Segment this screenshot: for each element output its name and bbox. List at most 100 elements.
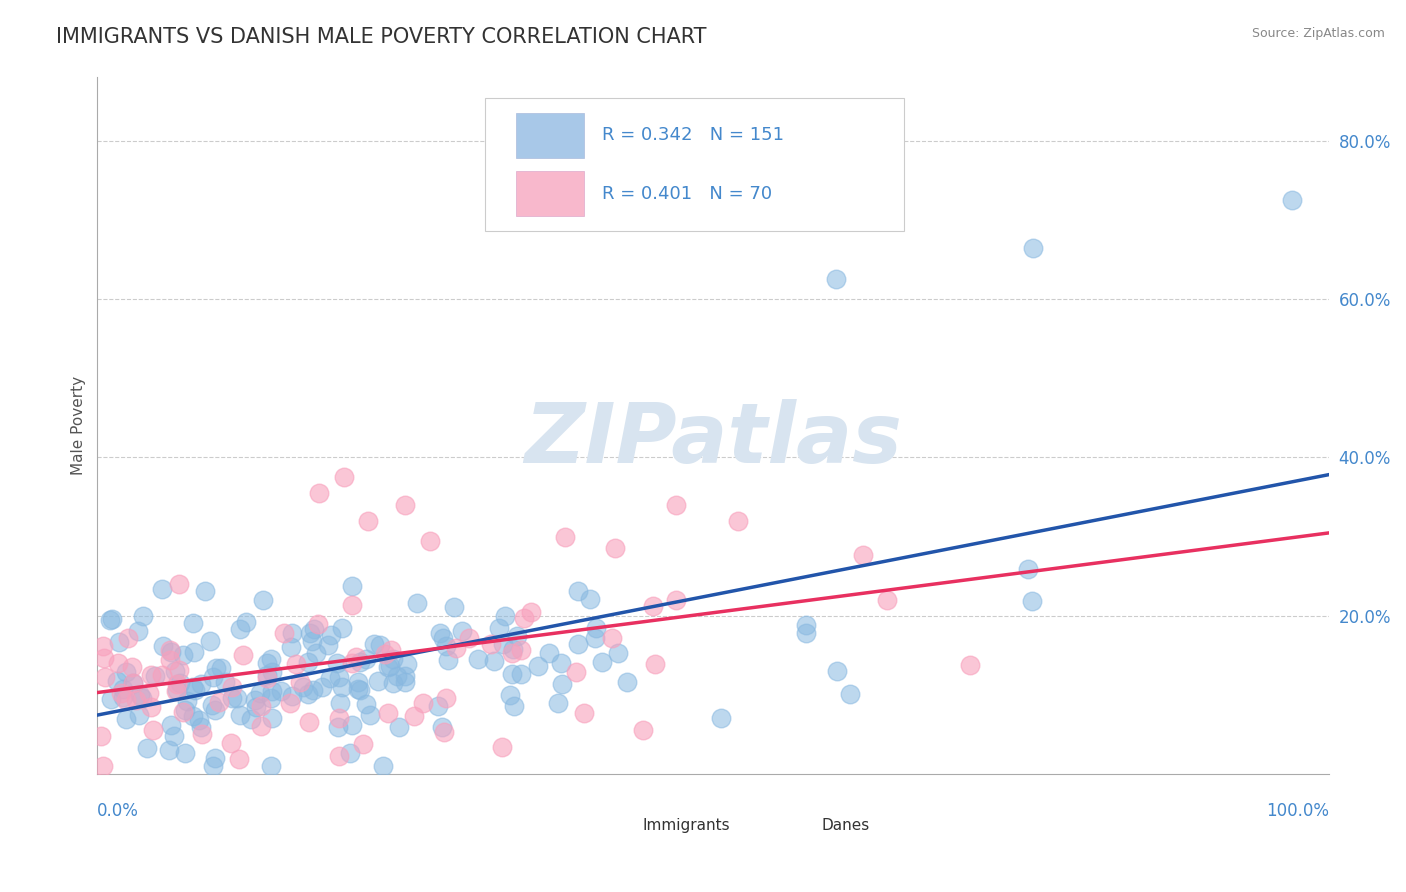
Point (329, 696, 352, 710)
Point (606, 646, 628, 660)
Point (181, 680, 204, 694)
Point (122, 676, 145, 690)
Point (235, 615, 257, 629)
Point (225, 691, 247, 706)
Point (159, 643, 181, 657)
Point (502, 641, 524, 656)
Point (252, 593, 274, 607)
Point (371, 759, 394, 773)
Point (243, 693, 266, 707)
Point (339, 746, 361, 760)
Point (959, 657, 981, 672)
Point (198, 633, 221, 648)
Point (839, 687, 862, 701)
Point (201, 670, 224, 684)
Point (332, 470, 354, 484)
Point (135, 740, 157, 755)
Point (181, 709, 204, 723)
Point (794, 618, 817, 632)
Point (128, 708, 150, 723)
Point (308, 486, 330, 500)
Point (281, 626, 304, 640)
Point (380, 658, 402, 673)
Point (450, 624, 472, 638)
Point (169, 676, 191, 690)
Point (436, 653, 458, 667)
Point (402, 709, 425, 723)
Point (381, 651, 404, 665)
Point (285, 657, 308, 671)
Point (307, 617, 329, 632)
Point (368, 638, 391, 652)
Point (382, 675, 405, 690)
Point (250, 719, 273, 733)
Point (159, 645, 181, 659)
Point (443, 599, 465, 614)
FancyBboxPatch shape (516, 112, 583, 158)
Point (93, 651, 115, 665)
Point (163, 729, 186, 743)
Point (328, 670, 350, 684)
Point (567, 584, 589, 599)
Text: 0.0%: 0.0% (97, 802, 139, 820)
Point (427, 698, 450, 713)
Point (727, 514, 749, 528)
Point (129, 688, 152, 702)
Point (631, 723, 654, 738)
Point (159, 653, 181, 667)
Point (270, 684, 292, 698)
Point (352, 737, 374, 751)
Point (108, 634, 131, 648)
Point (380, 642, 402, 657)
Point (550, 657, 572, 671)
Point (121, 660, 143, 674)
Point (194, 583, 217, 598)
Point (432, 631, 454, 645)
Point (260, 651, 283, 665)
Point (1022, 241, 1045, 255)
Point (585, 621, 607, 635)
Point (488, 622, 510, 636)
Point (100, 613, 122, 627)
Point (122, 676, 145, 690)
Point (387, 721, 409, 735)
Point (273, 626, 295, 640)
Y-axis label: Male Poverty: Male Poverty (72, 376, 86, 475)
Point (190, 677, 212, 691)
Point (377, 706, 399, 721)
Point (280, 640, 302, 654)
Point (127, 624, 149, 638)
Point (342, 579, 364, 593)
Point (131, 691, 153, 706)
Point (344, 650, 367, 665)
Point (240, 712, 263, 726)
Point (256, 668, 278, 682)
Point (204, 751, 226, 765)
Point (202, 759, 225, 773)
Point (394, 498, 416, 512)
Point (433, 724, 456, 739)
Point (163, 665, 186, 679)
Point (142, 723, 165, 738)
Point (183, 645, 205, 659)
Point (125, 692, 148, 706)
Point (377, 660, 399, 674)
Point (250, 698, 273, 713)
Point (167, 577, 190, 591)
Point (363, 637, 385, 651)
Point (347, 675, 370, 690)
Point (326, 721, 349, 735)
Point (564, 665, 586, 679)
Point (349, 656, 371, 670)
Point (467, 652, 489, 666)
Point (319, 671, 342, 685)
Point (152, 582, 174, 596)
Point (245, 699, 267, 714)
Point (330, 621, 353, 635)
Point (510, 667, 533, 681)
Point (112, 690, 135, 705)
Point (479, 637, 502, 651)
Text: ZIPatlas: ZIPatlas (524, 400, 903, 480)
Point (262, 711, 284, 725)
Point (249, 686, 271, 700)
